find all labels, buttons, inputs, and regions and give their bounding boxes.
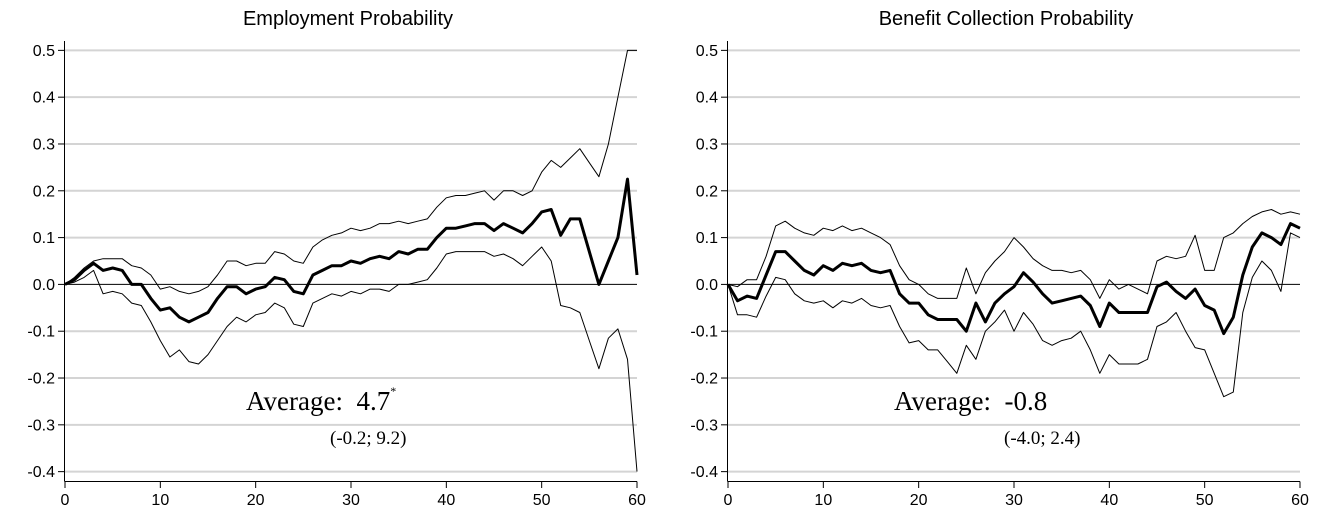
employment-chart-panel: Employment Probability -0.4 -0.3 -0.2 -0.1 0… bbox=[27, 8, 646, 509]
y-tick-label: 0.0 bbox=[33, 277, 55, 294]
x-tick-label: 0 bbox=[61, 492, 70, 509]
x-tick-label: 60 bbox=[628, 492, 646, 509]
y-tick-label: 0.0 bbox=[696, 277, 718, 294]
chart-title: Benefit Collection Probability bbox=[878, 8, 1134, 30]
y-tick-label: -0.4 bbox=[690, 464, 718, 481]
average-annotation: Average: -0.8 bbox=[894, 386, 1047, 417]
chart-title: Employment Probability bbox=[242, 8, 454, 30]
y-tick-label: -0.1 bbox=[690, 324, 718, 341]
estimate-series-line bbox=[726, 222, 1301, 336]
benefit-chart-panel: Benefit Collection Probability -0.4 -0.3-… bbox=[662, 0, 1323, 521]
average-value: -0.8 bbox=[1004, 386, 1048, 416]
x-tick-label: 10 bbox=[151, 492, 169, 509]
y-tick-label: 0.2 bbox=[33, 183, 55, 200]
employment-chart: -0.4 -0.3 -0.2 -0.1 0.0 0.1 0.2 0.3 0.4 0.5 0 10 20 3… bbox=[27, 41, 646, 509]
upper-series-line bbox=[64, 49, 637, 295]
confidence-interval: (-0.2; 9.2) bbox=[330, 428, 407, 449]
significance-mark: * bbox=[390, 384, 397, 398]
upper-series-line bbox=[727, 209, 1301, 299]
y-tick-label: 0.1 bbox=[696, 230, 718, 247]
average-label: Average: bbox=[246, 386, 343, 416]
y-tick-label: -0.3 bbox=[690, 417, 718, 434]
y-tick-label: 0.5 bbox=[696, 43, 718, 60]
x-tick-label: 40 bbox=[437, 492, 455, 509]
y-tick-label: -0.2 bbox=[27, 371, 55, 388]
x-tick-label: 10 bbox=[814, 492, 832, 509]
x-tick-label: 20 bbox=[910, 492, 928, 509]
y-tick-label: 0.3 bbox=[33, 136, 55, 153]
y-tick-label: -0.4 bbox=[27, 464, 55, 481]
confidence-interval: (-4.0; 2.4) bbox=[1004, 428, 1081, 449]
y-tick-label: -0.1 bbox=[27, 324, 55, 341]
x-tick-label: 30 bbox=[1005, 492, 1023, 509]
y-tick-label: 0.3 bbox=[696, 136, 718, 153]
y-tick-label: -0.2 bbox=[690, 371, 718, 388]
y-tick-label: 0.4 bbox=[33, 90, 55, 107]
x-tick-label: 60 bbox=[1291, 492, 1309, 509]
x-tick-label: 20 bbox=[247, 492, 265, 509]
y-tick-label: 0.4 bbox=[696, 90, 718, 107]
y-tick-label: -0.3 bbox=[27, 417, 55, 434]
estimate-series-line bbox=[64, 177, 639, 324]
y-tick-label: 0.1 bbox=[33, 230, 55, 247]
average-label: Average: bbox=[894, 386, 991, 416]
x-tick-label: 30 bbox=[342, 492, 360, 509]
average-value: 4.7 bbox=[356, 386, 391, 416]
x-tick-label: 40 bbox=[1100, 492, 1118, 509]
y-tick-label: 0.2 bbox=[696, 183, 718, 200]
x-tick-label: 0 bbox=[724, 492, 733, 509]
x-tick-label: 50 bbox=[533, 492, 551, 509]
lower-series-line bbox=[727, 232, 1301, 398]
benefit-chart: -0.4 -0.3 -0.2 -0.1 0.0 0.1 0.2 0.3 0.4 0.5 0 10 20 3… bbox=[690, 41, 1309, 509]
lower-series-line bbox=[64, 246, 638, 472]
y-tick-label: 0.5 bbox=[33, 43, 55, 60]
average-annotation: Average: 4.7* bbox=[246, 384, 397, 417]
x-tick-label: 50 bbox=[1196, 492, 1214, 509]
